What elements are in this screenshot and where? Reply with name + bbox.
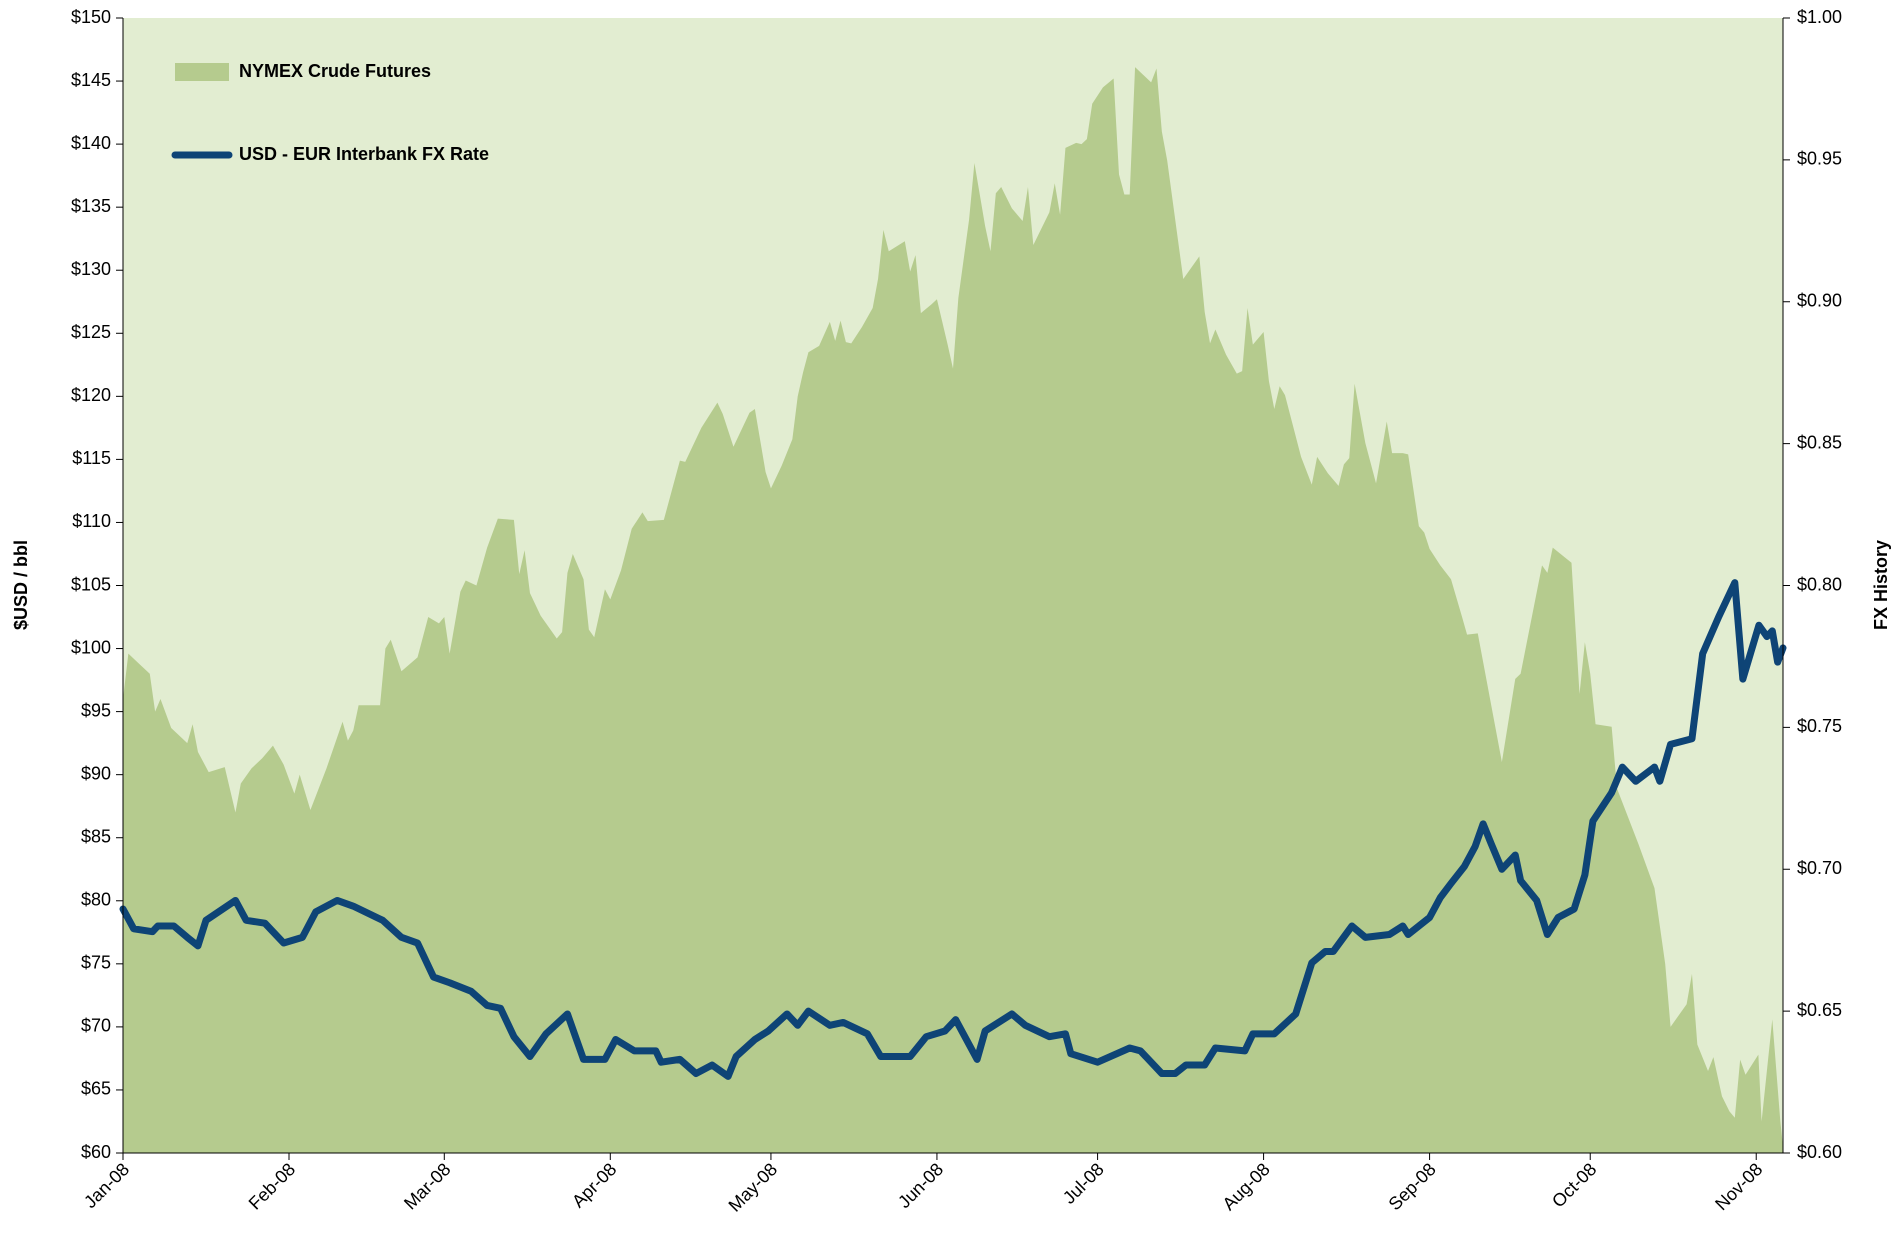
x-tick-label: Oct-08 [1548,1159,1600,1211]
x-tick-label: Jul-08 [1059,1159,1108,1208]
area [123,67,1783,1153]
y-tick-label: $85 [81,826,111,846]
x-tick-label: Apr-08 [568,1159,620,1211]
y2-tick-label: $0.90 [1797,291,1842,311]
y-tick-label: $135 [71,196,111,216]
y-tick-label: $130 [71,259,111,279]
y-tick-label: $80 [81,890,111,910]
y-tick-label: $90 [81,763,111,783]
y-tick-label: $145 [71,70,111,90]
y2-tick-label: $0.80 [1797,574,1842,594]
x-tick-label: Nov-08 [1711,1159,1766,1214]
y-tick-label: $115 [72,448,111,468]
y-tick-label: $110 [72,511,111,531]
x-tick-label: Aug-08 [1219,1159,1274,1214]
legend-label: NYMEX Crude Futures [239,61,431,81]
x-tick-label: Jan-08 [80,1159,133,1212]
y-tick-label: $105 [71,574,111,594]
y-tick-label: $95 [81,700,111,720]
x-tick-label: Mar-08 [400,1159,454,1213]
y-tick-label: $65 [81,1079,111,1099]
y-tick-label: $120 [71,385,111,405]
y-tick-label: $150 [71,7,111,27]
y2-tick-label: $0.60 [1797,1142,1842,1162]
y-tick-label: $100 [71,637,111,657]
y-axis-title: $USD / bbl [11,540,31,630]
y2-tick-label: $0.65 [1797,1000,1842,1020]
y-tick-label: $125 [71,322,111,342]
y-tick-label: $140 [71,133,111,153]
legend-label: USD - EUR Interbank FX Rate [239,144,489,164]
y2-axis-title: FX History [1871,540,1891,630]
x-tick-label: Feb-08 [245,1159,299,1213]
x-tick-label: Jun-08 [894,1159,947,1212]
legend-swatch [175,63,229,81]
y-tick-label: $70 [81,1016,111,1036]
y2-tick-label: $1.00 [1797,7,1842,27]
y-tick-label: $75 [81,953,111,973]
y2-tick-label: $0.75 [1797,716,1842,736]
line [119,579,1787,1080]
y2-tick-label: $0.95 [1797,149,1842,169]
x-tick-label: Sep-08 [1385,1159,1440,1214]
x-tick-label: May-08 [725,1159,782,1216]
y2-tick-label: $0.70 [1797,858,1842,878]
y2-tick-label: $0.85 [1797,432,1842,452]
y-tick-label: $60 [81,1142,111,1162]
